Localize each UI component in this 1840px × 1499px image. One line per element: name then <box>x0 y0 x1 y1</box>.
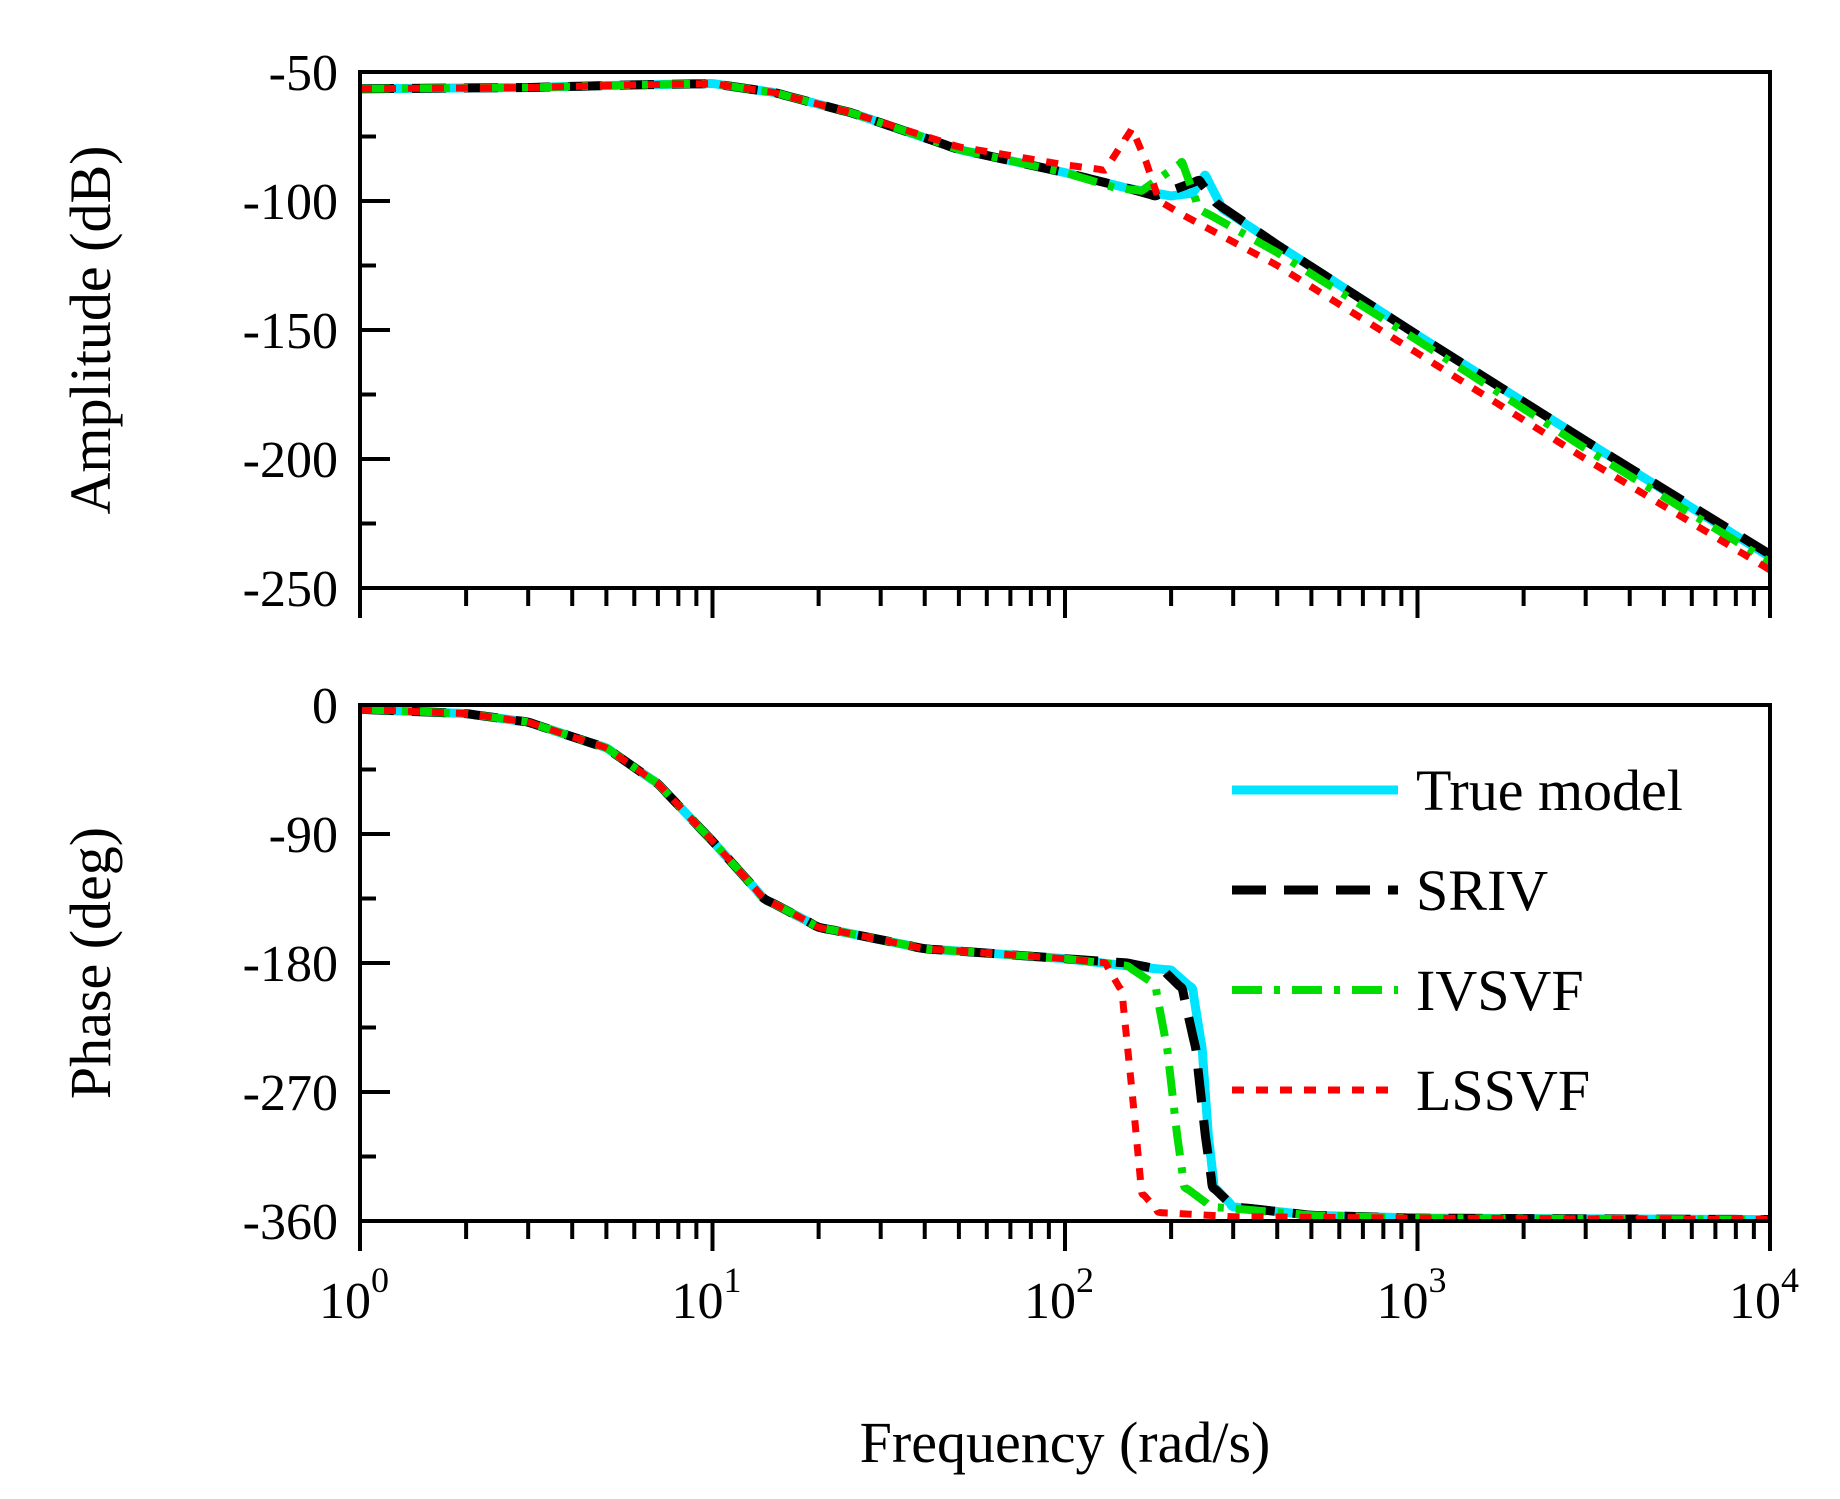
legend: True model SRIV IVSVF LSSVF <box>1232 758 1683 1123</box>
legend-label-true-model: True model <box>1416 758 1683 823</box>
x-tick-label: 104 <box>1729 1260 1799 1330</box>
amplitude-y-tick-label: -150 <box>243 303 338 360</box>
amplitude-y-tick-label: -200 <box>243 432 338 489</box>
x-tick-label: 102 <box>1024 1260 1094 1330</box>
amplitude-series-ivsvf <box>360 79 1770 566</box>
x-tick-label: 100 <box>319 1260 389 1330</box>
legend-label-sriv: SRIV <box>1416 858 1548 923</box>
x-axis-title: Frequency (rad/s) <box>860 1410 1271 1475</box>
amplitude-y-tick-label: -250 <box>243 561 338 618</box>
legend-label-lssvf: LSSVF <box>1416 1058 1590 1123</box>
phase-y-tick-label: 0 <box>312 678 338 735</box>
amplitude-series-sriv <box>360 79 1770 559</box>
phase-y-tick-label: -360 <box>243 1194 338 1251</box>
amplitude-y-tick-label: -50 <box>269 45 338 102</box>
phase-y-tick-label: -90 <box>269 807 338 864</box>
amplitude-y-tick-label: -100 <box>243 174 338 231</box>
amplitude-series-lssvf <box>360 80 1770 573</box>
amplitude-series-true-model <box>360 79 1770 561</box>
phase-panel: 0 -90 -180 -270 -360 Phase (deg) <box>58 678 1772 1251</box>
x-axis: 100 101 102 103 104 <box>319 1260 1799 1330</box>
x-tick-label: 101 <box>672 1260 742 1330</box>
phase-ticks: 0 -90 -180 -270 -360 <box>243 678 1772 1251</box>
phase-y-axis-title: Phase (deg) <box>58 827 123 1099</box>
x-tick-label: 103 <box>1377 1260 1447 1330</box>
phase-plot-frame <box>358 703 1772 1223</box>
phase-series-group <box>360 705 1770 1221</box>
amplitude-ticks: -50 -100 -150 -200 -250 <box>243 45 1772 618</box>
amplitude-y-axis-title: Amplitude (dB) <box>58 146 123 515</box>
amplitude-plot-frame <box>358 70 1772 590</box>
phase-y-tick-label: -270 <box>243 1065 338 1122</box>
legend-label-ivsvf: IVSVF <box>1416 958 1584 1023</box>
amplitude-series-group <box>360 79 1770 573</box>
amplitude-panel: -50 -100 -150 -200 -250 Amplitude (dB) <box>58 45 1772 618</box>
phase-y-tick-label: -180 <box>243 936 338 993</box>
